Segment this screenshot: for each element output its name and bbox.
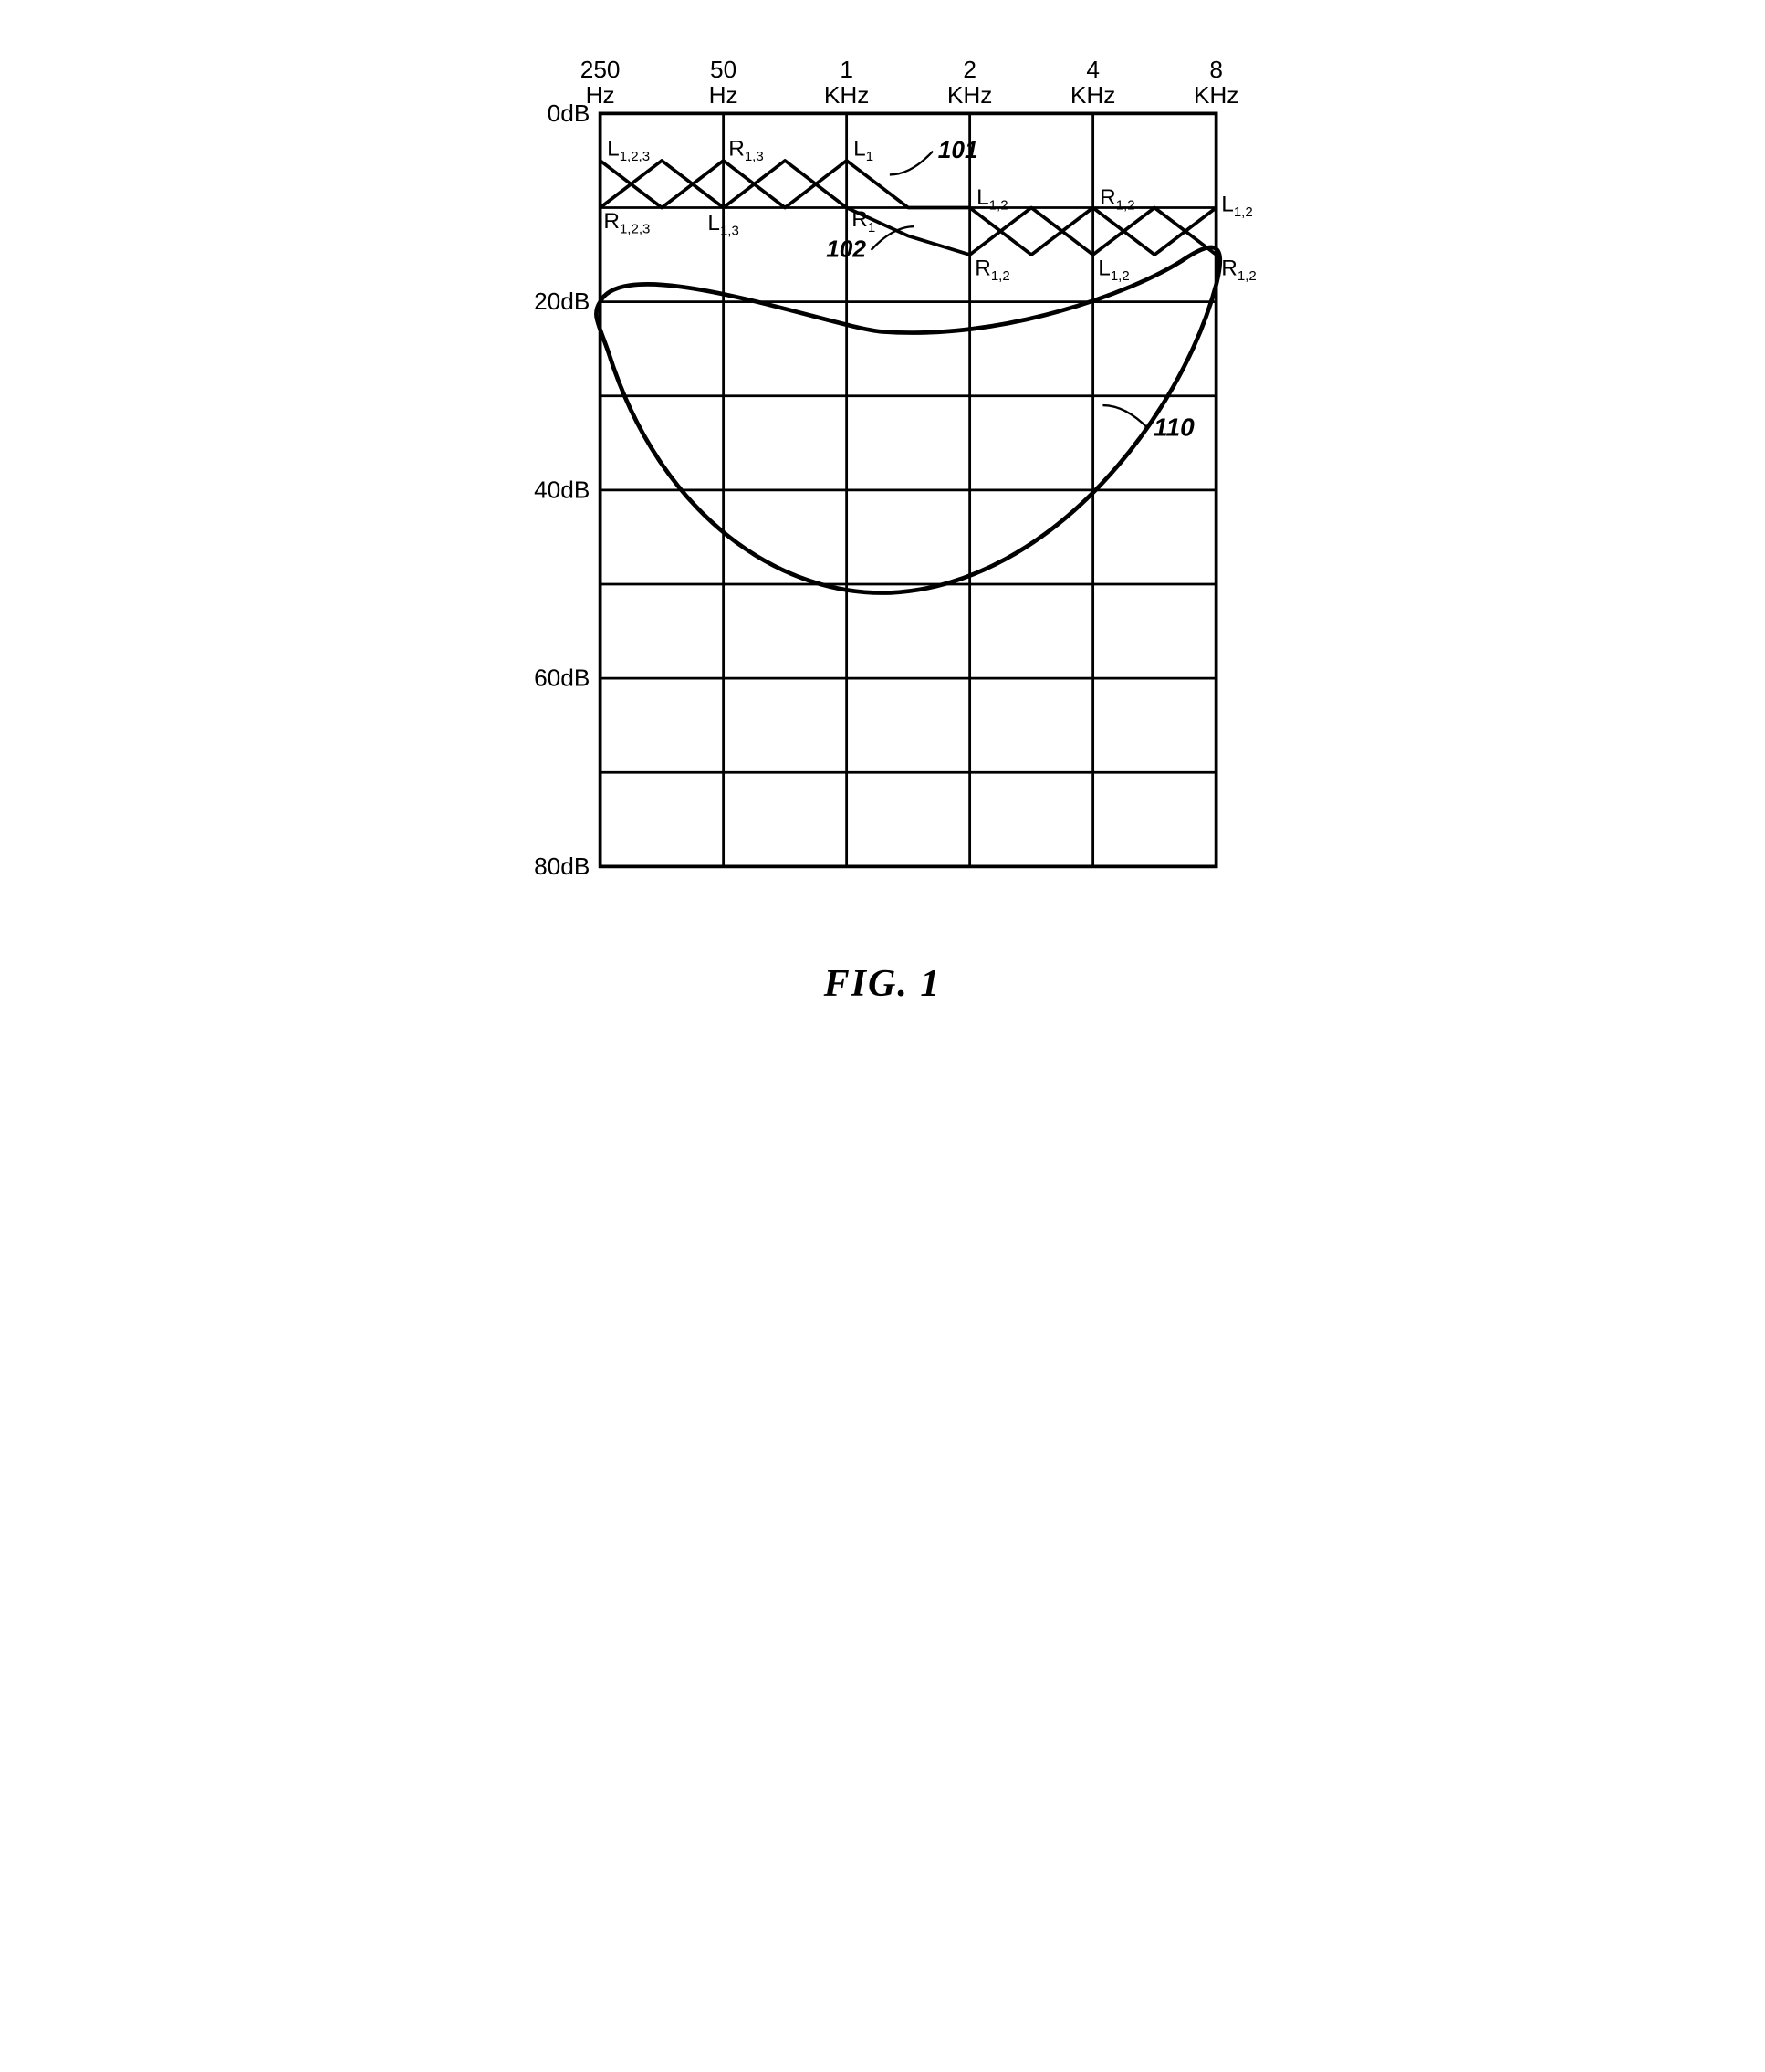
- svg-text:80dB: 80dB: [534, 853, 590, 880]
- figure-caption: FIG. 1: [472, 962, 1293, 1006]
- svg-text:50: 50: [710, 56, 736, 83]
- figure-1: 250Hz50Hz1KHz2KHz4KHz8KHz0dB20dB40dB60dB…: [472, 37, 1293, 1006]
- svg-text:8: 8: [1209, 56, 1223, 83]
- audiogram-chart: 250Hz50Hz1KHz2KHz4KHz8KHz0dB20dB40dB60dB…: [472, 37, 1293, 944]
- callout-label-102: 102: [826, 235, 866, 262]
- svg-text:4: 4: [1086, 56, 1100, 83]
- svg-text:40dB: 40dB: [534, 476, 590, 503]
- svg-text:Hz: Hz: [709, 81, 738, 109]
- svg-text:Hz: Hz: [586, 81, 615, 109]
- svg-text:KHz: KHz: [1070, 81, 1116, 109]
- svg-text:KHz: KHz: [1194, 81, 1239, 109]
- callout-label-101: 101: [938, 136, 978, 163]
- svg-text:KHz: KHz: [824, 81, 870, 109]
- svg-text:20dB: 20dB: [534, 288, 590, 315]
- svg-text:0dB: 0dB: [548, 99, 590, 127]
- svg-text:KHz: KHz: [947, 81, 993, 109]
- callout-label-110: 110: [1154, 413, 1195, 441]
- svg-text:60dB: 60dB: [534, 665, 590, 692]
- svg-text:2: 2: [963, 56, 976, 83]
- svg-text:250: 250: [580, 56, 621, 83]
- svg-text:1: 1: [840, 56, 853, 83]
